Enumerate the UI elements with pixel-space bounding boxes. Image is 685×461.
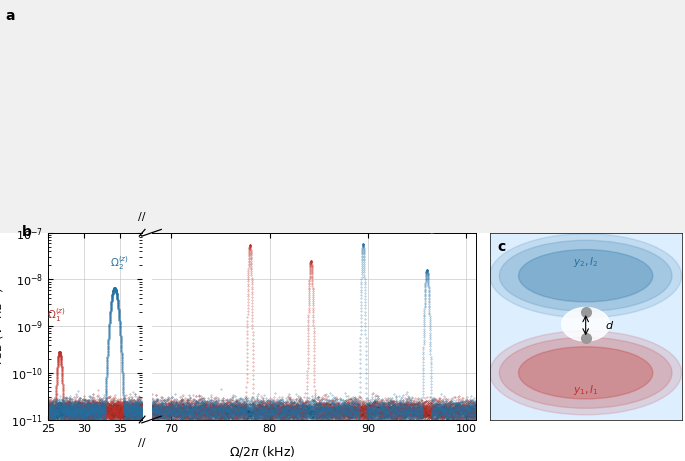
Text: $y_2,I_2$: $y_2,I_2$	[573, 255, 599, 269]
Text: $\Omega/2\pi$ (kHz): $\Omega/2\pi$ (kHz)	[229, 443, 295, 459]
Text: $\Omega_1^{(y)}$: $\Omega_1^{(y)}$	[245, 204, 264, 222]
Y-axis label: PSD (V$^2$ Hz$^{-1}$): PSD (V$^2$ Hz$^{-1}$)	[0, 287, 7, 365]
Text: b: b	[21, 225, 32, 239]
Text: $\Omega_2^{(x)}$: $\Omega_2^{(x)}$	[421, 219, 440, 237]
Text: $\Omega_2^{(y)}$: $\Omega_2^{(y)}$	[358, 202, 377, 220]
Ellipse shape	[490, 331, 682, 415]
Text: $\Omega_1^{(z)}$: $\Omega_1^{(z)}$	[47, 306, 66, 324]
Text: c: c	[497, 240, 506, 254]
Ellipse shape	[499, 240, 672, 311]
Text: $\Omega_1^{(x)}$: $\Omega_1^{(x)}$	[306, 213, 325, 230]
Text: $d$: $d$	[605, 319, 614, 331]
Text: $y_1,I_1$: $y_1,I_1$	[573, 383, 599, 397]
Text: a: a	[5, 9, 15, 24]
Text: $\Omega_2^{(z)}$: $\Omega_2^{(z)}$	[110, 254, 128, 272]
Ellipse shape	[519, 249, 653, 302]
Ellipse shape	[519, 347, 653, 399]
Ellipse shape	[490, 234, 682, 318]
Text: //: //	[138, 212, 146, 222]
Ellipse shape	[499, 337, 672, 408]
Ellipse shape	[562, 307, 610, 341]
Text: //: //	[138, 438, 146, 448]
